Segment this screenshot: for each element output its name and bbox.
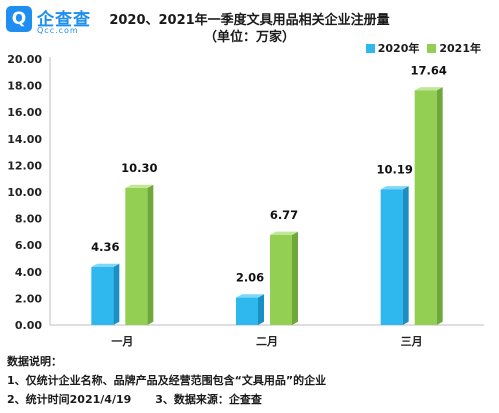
y-tick-label: 4.00 <box>15 266 42 279</box>
notes-heading: 数据说明： <box>7 355 62 368</box>
bar-side <box>292 231 298 325</box>
logo-name: 企查查 <box>37 10 91 30</box>
logo-domain: Qcc.com <box>37 26 79 35</box>
bar-side <box>113 263 120 325</box>
legend-item-2020: 2020年 <box>365 40 420 56</box>
bar-2020 <box>91 267 114 325</box>
y-tick-label: 12.00 <box>7 159 42 172</box>
legend-swatch-2020 <box>365 43 375 53</box>
data-label: 6.77 <box>270 208 298 222</box>
y-tick-label: 0.00 <box>15 319 42 332</box>
bar-2021 <box>270 234 292 325</box>
notes-source: 3、数据来源：企查查 <box>155 393 262 406</box>
bar-top <box>91 263 120 268</box>
notes-line-2: 2、统计时间2021/4/19 3、数据来源：企查查 <box>7 390 326 409</box>
y-tick-label: 14.00 <box>7 133 42 146</box>
y-tick-label: 16.00 <box>7 106 42 119</box>
bar-top <box>125 184 154 189</box>
y-tick-label: 10.00 <box>7 186 42 199</box>
bar-side <box>402 186 409 325</box>
legend-label-2020: 2020年 <box>377 42 420 55</box>
data-label: 10.30 <box>121 161 157 175</box>
bar-2021 <box>125 188 148 325</box>
legend-label-2021: 2021年 <box>439 42 481 55</box>
logo-mark-icon: Q <box>6 6 32 32</box>
bar-side <box>258 294 264 325</box>
bar-2020 <box>236 297 258 325</box>
bar-top <box>236 294 264 298</box>
data-label: 10.19 <box>376 162 412 176</box>
notes-date: 2、统计时间2021/4/19 <box>7 393 132 406</box>
qcc-logo: Q 企查查 Qcc.com <box>6 4 110 38</box>
bar-top <box>414 87 443 91</box>
y-tick-label: 2.00 <box>15 292 42 305</box>
bar-2021 <box>414 90 437 325</box>
y-tick-label: 8.00 <box>15 213 42 226</box>
legend-item-2021: 2021年 <box>427 40 481 56</box>
y-tick-label: 6.00 <box>15 239 42 252</box>
x-tick-label: 二月 <box>256 335 278 348</box>
y-tick-label: 20.00 <box>7 53 42 66</box>
bar-top <box>380 186 409 190</box>
x-tick-label: 三月 <box>401 335 423 348</box>
chart-title: 2020、2021年一季度文具用品相关企业注册量 <box>109 13 390 28</box>
data-label: 2.06 <box>236 271 264 285</box>
bar-2020 <box>380 189 403 325</box>
bar-side <box>436 87 443 325</box>
chart-subtitle: （单位：万家） <box>203 30 295 45</box>
bar-top <box>270 231 298 235</box>
data-notes: 数据说明： 1、仅统计企业名称、品牌产品及经营范围包含“文具用品”的企业 2、统… <box>7 352 326 409</box>
data-label: 17.64 <box>410 63 446 77</box>
data-label: 4.36 <box>91 240 119 254</box>
x-tick-label: 一月 <box>111 335 133 348</box>
y-tick-label: 18.00 <box>7 80 42 93</box>
bar-side <box>147 184 154 325</box>
chart-legend: 2020年 2021年 <box>365 40 481 56</box>
notes-line-1: 1、仅统计企业名称、品牌产品及经营范围包含“文具用品”的企业 <box>7 374 327 387</box>
legend-swatch-2021 <box>427 43 437 53</box>
